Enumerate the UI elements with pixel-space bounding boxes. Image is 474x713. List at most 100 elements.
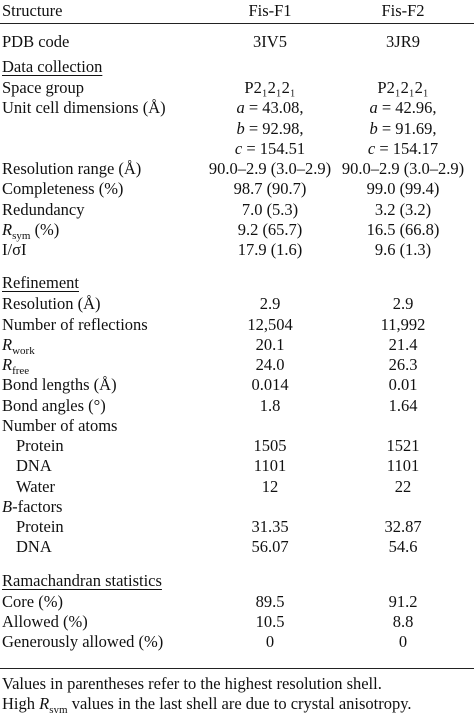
cell-value: 0.014 [251,375,289,395]
cell-value: 9.2 (65.7) [237,219,303,239]
header-column: Fis-F1 [248,1,292,20]
text-part: R [2,219,13,239]
row-label: Number of atoms [2,415,118,435]
cell-value: 56.07 [251,537,289,557]
cell-value: b = 91.69, [369,119,436,139]
row-label: PDB code [2,32,70,51]
cell-value: c = 154.17 [368,139,438,159]
cell-value: 89.5 [255,591,285,611]
row-label: DNA [16,456,52,476]
cell-value: 99.0 (99.4) [366,179,440,199]
section-heading: Data collection [2,57,103,76]
text-part: R [2,355,13,374]
cell-value: 3.2 (3.2) [374,199,432,219]
row-label: Rsym (%) [2,219,60,242]
footnote: Values in parentheses refer to the highe… [2,674,382,693]
cell-value: 98.7 (90.7) [233,179,307,199]
row-label: Protein [16,436,64,455]
row-label: Resolution (Å) [2,294,101,314]
cell-value: 0 [265,632,275,651]
cell-value: 90.0–2.9 (3.0–2.9) [341,159,465,178]
cell-value: 16.5 (66.8) [366,219,440,239]
cell-value: a = 43.08, [236,98,303,118]
cell-value: c = 154.51 [235,139,305,159]
text-part: b [236,118,245,138]
cell-value: 8.8 [392,611,414,631]
row-label: Resolution range (Å) [2,159,142,178]
text-part: (%) [30,219,60,239]
cell-value: 10.5 [255,611,285,631]
cell-value: 1521 [386,436,420,455]
text-part: sym [12,229,31,242]
row-label: Rfree [2,355,30,377]
text-part: = 154.17 [375,138,439,158]
row-label: Bond angles (°) [2,395,106,415]
text-part: c [367,138,376,158]
text-part: a [236,98,245,118]
row-label: I/σI [2,240,27,259]
row-label: B-factors [2,497,62,517]
header-column: Fis-F2 [381,1,425,20]
header-structure: Structure [2,1,63,20]
text-part: = 91.69, [377,118,437,138]
bottom-rule [0,668,474,669]
text-part: = 92.98, [244,118,304,138]
cell-value: 9.6 (1.3) [374,240,432,259]
text-part: High [2,694,40,713]
row-label: Core (%) [2,591,63,611]
cell-value: 1101 [386,456,420,476]
cell-value: 7.0 (5.3) [241,199,299,219]
header-rule [0,23,474,24]
cell-value: 24.0 [255,355,285,374]
text-part: work [12,344,35,357]
cell-value: P2₁2₁2₁ [244,78,296,97]
cell-value: 2.9 [259,294,281,314]
cell-value: 26.3 [388,355,418,374]
text-part: B [2,496,13,516]
cell-value: 90.0–2.9 (3.0–2.9) [208,159,332,178]
cell-value: 31.35 [251,517,289,536]
cell-value: 1.8 [259,395,281,415]
row-label: Redundancy [2,199,85,219]
cell-value: P2₁2₁2₁ [377,78,429,97]
row-label: Water [16,476,55,496]
text-part: = 42.96, [377,98,437,118]
cell-value: 22 [394,476,412,496]
row-label: Protein [16,517,64,536]
row-label: Space group [2,78,85,97]
cell-value: 20.1 [255,334,285,354]
text-part: a [369,98,378,118]
cell-value: 12 [261,476,279,496]
text-part: R [39,694,50,713]
text-part: sym [49,704,68,713]
cell-value: 3IV5 [253,32,287,51]
cell-value: 54.6 [388,537,418,557]
row-label: Number of reflections [2,314,148,334]
cell-value: 1.64 [388,395,418,415]
cell-value: b = 92.98, [236,119,303,139]
cell-value: 12,504 [247,314,293,334]
row-label: Completeness (%) [2,179,124,199]
cell-value: 0.01 [388,375,418,395]
cell-value: 3JR9 [386,32,420,51]
row-label: Unit cell dimensions (Å) [2,98,166,118]
cell-value: 1101 [253,456,287,476]
row-label: Generously allowed (%) [2,632,164,651]
text-part: R [2,334,13,354]
cell-value: a = 42.96, [369,98,436,118]
row-label: Allowed (%) [2,611,88,631]
text-part: -factors [12,496,63,516]
text-part: b [369,118,378,138]
cell-value: 2.9 [392,294,414,314]
row-label: Rwork [2,334,35,357]
row-label: DNA [16,537,52,557]
text-part: = 154.51 [242,138,306,158]
cell-value: 11,992 [380,314,426,334]
cell-value: 21.4 [388,334,418,354]
cell-value: 32.87 [384,517,422,536]
text-part: free [12,365,30,377]
footnote: High Rsym values in the last shell are d… [2,694,412,713]
section-heading: Ramachandran statistics [2,570,162,590]
section-heading: Refinement [2,273,79,293]
